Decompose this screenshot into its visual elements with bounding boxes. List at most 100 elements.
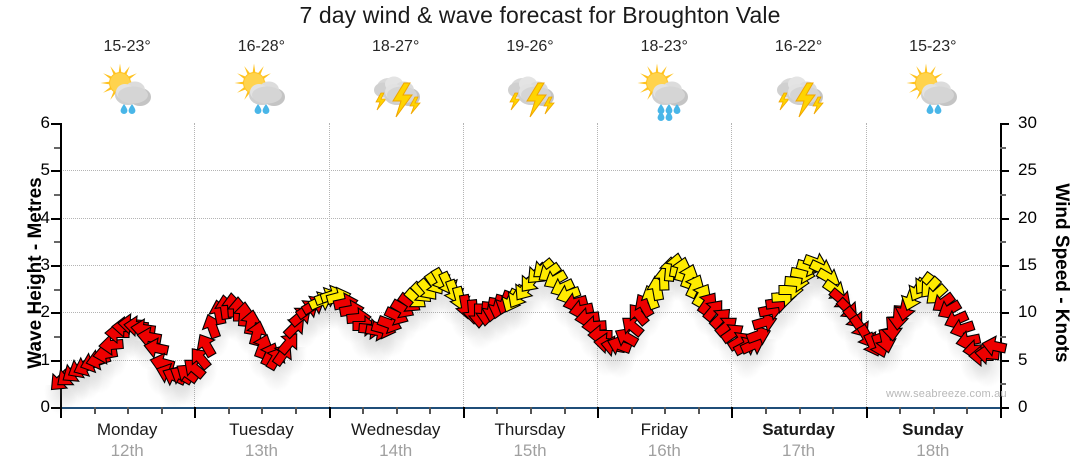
day-header-monday: 15-23°: [60, 38, 194, 121]
left-axis-tick: [51, 170, 60, 173]
wind-direction-arrow: [140, 333, 171, 364]
day-date-label: 12th: [110, 441, 144, 460]
x-axis-tick: [429, 407, 432, 414]
sun-cloud-rain-icon: [866, 59, 1000, 121]
x-axis-tick: [227, 407, 230, 414]
left-axis-tick: [54, 336, 60, 338]
temperature-range-label: 15-23°: [103, 38, 151, 55]
day-date-label: 18th: [916, 441, 950, 460]
x-axis-tick: [899, 407, 902, 414]
vertical-gridline: [194, 123, 196, 407]
right-axis-tick: [1000, 241, 1006, 244]
x-axis-tick: [597, 407, 600, 418]
temperature-range-label: 18-23°: [640, 38, 688, 55]
cloud-thunder-icon: [329, 59, 463, 121]
watermark: www.seabreeze.com.au: [886, 388, 1007, 400]
left-axis-tick: [51, 217, 60, 220]
x-axis-tick: [328, 407, 331, 418]
right-axis-tick: [1000, 123, 1009, 125]
left-axis-tick-label: 1: [40, 349, 50, 369]
horizontal-gridline: [60, 265, 1000, 266]
day-date-label: 17th: [782, 441, 816, 460]
day-name-label: Friday: [640, 420, 688, 439]
left-axis-tick-label: 2: [40, 302, 50, 322]
sun-cloud-rain-icon: [194, 59, 328, 121]
x-axis-tick: [261, 407, 264, 414]
x-axis-tick: [395, 407, 398, 414]
temperature-range-label: 19-26°: [506, 38, 554, 55]
wind-direction-arrow: [270, 324, 307, 361]
x-axis-tick: [362, 407, 365, 414]
day-date-label: 14th: [379, 441, 413, 460]
day-date-label: 13th: [244, 441, 278, 460]
day-header-sunday: 15-23°: [866, 38, 1000, 121]
wind-direction-arrow: [884, 304, 912, 332]
day-header-wednesday: 18-27°: [329, 38, 463, 121]
vertical-gridline: [865, 123, 867, 407]
left-axis-tick: [54, 194, 60, 196]
temperature-range-label: 16-28°: [237, 38, 286, 55]
x-axis-tick: [496, 407, 499, 414]
temperature-range-label: 16-22°: [774, 38, 823, 55]
horizontal-gridline: [60, 217, 1000, 219]
wind-direction-arrow: [189, 327, 225, 363]
wind-direction-arrow: [978, 331, 1009, 362]
page-title: 7 day wind & wave forecast for Broughton…: [299, 2, 781, 28]
cloud-thunder-icon: [463, 59, 597, 121]
x-axis-tick: [865, 407, 868, 418]
vertical-gridline: [597, 123, 599, 407]
temperature-range-label: 18-27°: [372, 38, 420, 55]
day-footer-saturday: Saturday 17th: [731, 419, 865, 461]
right-axis-tick-label: 10: [1018, 302, 1037, 322]
day-name-label: Monday: [96, 420, 158, 439]
x-axis-tick: [530, 407, 532, 414]
x-axis-tick: [664, 407, 667, 414]
day-name-label: Sunday: [902, 420, 964, 439]
right-axis-tick: [1000, 217, 1009, 220]
x-axis-tick: [160, 407, 163, 414]
right-axis-tick: [1000, 359, 1009, 362]
horizontal-gridline: [60, 170, 1000, 172]
day-date-label: 16th: [647, 441, 681, 460]
day-footer-thursday: Thursday 15th: [463, 419, 597, 461]
x-axis-tick: [798, 407, 801, 414]
right-axis-tick: [1000, 194, 1006, 196]
day-footer-tuesday: Tuesday 13th: [194, 419, 328, 461]
x-axis-tick: [966, 407, 969, 414]
temperature-range-label: 15-23°: [909, 38, 957, 55]
right-axis-tick-label: 25: [1018, 160, 1037, 180]
right-axis-tick-label: 15: [1018, 255, 1037, 274]
left-axis-tick: [54, 146, 60, 149]
day-name-label: Wednesday: [350, 420, 441, 439]
horizontal-gridline: [60, 359, 1000, 361]
right-axis-tick: [1000, 288, 1006, 291]
day-footer-sunday: Sunday 18th: [866, 419, 1000, 461]
left-axis-tick-label: 4: [40, 207, 50, 227]
x-axis-tick: [194, 407, 197, 418]
left-axis-tick: [51, 123, 60, 125]
right-axis-tick: [1000, 265, 1009, 267]
day-header-friday: 18-23°: [597, 38, 731, 121]
day-footer-wednesday: Wednesday 14th: [329, 419, 463, 461]
left-axis-tick-label: 6: [40, 113, 50, 132]
x-axis-tick: [563, 407, 566, 414]
day-header-tuesday: 16-28°: [194, 38, 328, 121]
horizontal-gridline: [60, 312, 1000, 314]
left-axis-tick-label: 5: [40, 160, 50, 180]
right-axis-tick: [1000, 170, 1009, 173]
day-header-saturday: 16-22°: [731, 38, 865, 121]
right-axis-tick-label: 30: [1018, 113, 1037, 132]
x-axis-tick: [697, 407, 700, 414]
right-axis-tick-label: 20: [1018, 207, 1037, 227]
day-footer-monday: Monday 12th: [60, 419, 194, 461]
left-axis-tick-label: 3: [40, 255, 50, 274]
sun-cloud-heavy-rain-icon: [597, 59, 731, 121]
x-axis-tick: [630, 407, 633, 414]
right-axis-tick-label: 5: [1018, 349, 1028, 369]
right-axis-tick: [1000, 383, 1006, 386]
sun-cloud-rain-icon: [60, 59, 194, 121]
left-axis-tick-label: 0: [40, 397, 50, 416]
right-axis-tick: [1000, 146, 1006, 149]
right-axis-tick: [1000, 407, 1009, 409]
x-axis-tick: [932, 407, 935, 414]
